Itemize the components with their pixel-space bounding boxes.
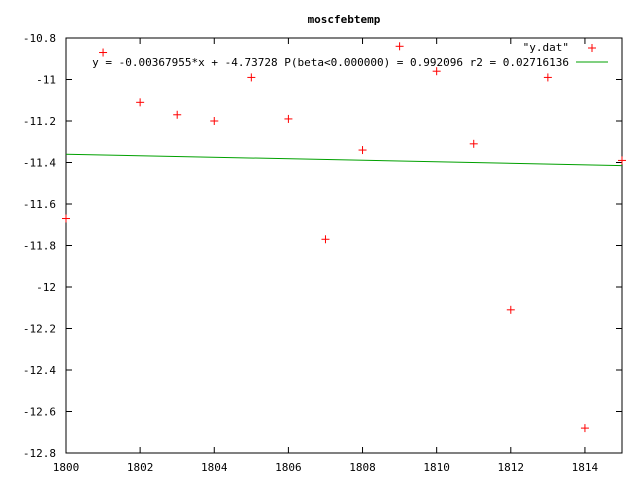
data-point — [136, 98, 145, 107]
x-tick-label: 1812 — [498, 461, 525, 474]
x-tick-label: 1800 — [53, 461, 80, 474]
data-point — [506, 305, 515, 314]
y-axis: -10.8 -11 -11.2 -11.4 -11.6 -11.8 -12 -12.2 -12.… — [23, 32, 622, 460]
x-tick-label: 1814 — [572, 461, 599, 474]
y-tick-label: -11.4 — [23, 157, 56, 170]
data-point — [543, 73, 552, 82]
x-axis: 1800 1802 1804 1806 1808 1810 1812 1814 — [53, 38, 599, 474]
data-point — [432, 67, 441, 76]
x-tick-label: 1810 — [423, 461, 450, 474]
legend: "y.dat" y = -0.00367955*x + -4.73728 P(b… — [92, 41, 608, 69]
y-tick-label: -12 — [36, 281, 56, 294]
chart-title: moscfebtemp — [308, 13, 381, 26]
data-point — [618, 156, 626, 165]
data-point — [210, 117, 219, 125]
axes — [65, 37, 623, 454]
data-point — [580, 424, 589, 433]
data-point — [99, 48, 108, 57]
legend-label-y-dat: "y.dat" — [523, 41, 569, 54]
data-point — [62, 214, 70, 223]
plot-border — [65, 37, 623, 454]
y-tick-label: -12.2 — [23, 323, 56, 336]
x-tick-label: 1802 — [127, 461, 154, 474]
x-tick-label: 1808 — [349, 461, 376, 474]
y-tick-label: -12.4 — [23, 364, 56, 377]
x-tick-label: 1806 — [275, 461, 302, 474]
y-tick-label: -11.6 — [23, 198, 56, 211]
legend-label-fit: y = -0.00367955*x + -4.73728 P(beta<0.00… — [92, 56, 569, 69]
fit-line — [65, 153, 623, 167]
plot-area — [62, 42, 626, 433]
y-tick-label: -10.8 — [23, 32, 56, 45]
legend-marker-y-dat — [588, 44, 596, 52]
data-point — [469, 139, 478, 148]
y-tick-label: -11.2 — [23, 115, 56, 128]
data-point — [358, 146, 367, 155]
data-point — [173, 110, 182, 119]
y-tick-label: -12.8 — [23, 447, 56, 460]
y-tick-label: -11 — [36, 74, 56, 87]
y-tick-label: -12.6 — [23, 406, 56, 419]
x-tick-label: 1804 — [201, 461, 228, 474]
y-tick-label: -11.8 — [23, 240, 56, 253]
data-point — [284, 114, 293, 123]
data-point — [247, 73, 256, 82]
data-point — [395, 42, 404, 51]
data-point — [321, 235, 330, 244]
